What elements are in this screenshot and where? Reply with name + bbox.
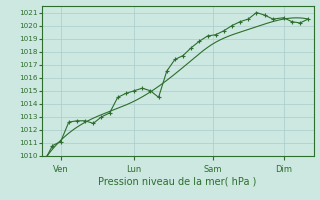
X-axis label: Pression niveau de la mer( hPa ): Pression niveau de la mer( hPa ) (99, 177, 257, 187)
